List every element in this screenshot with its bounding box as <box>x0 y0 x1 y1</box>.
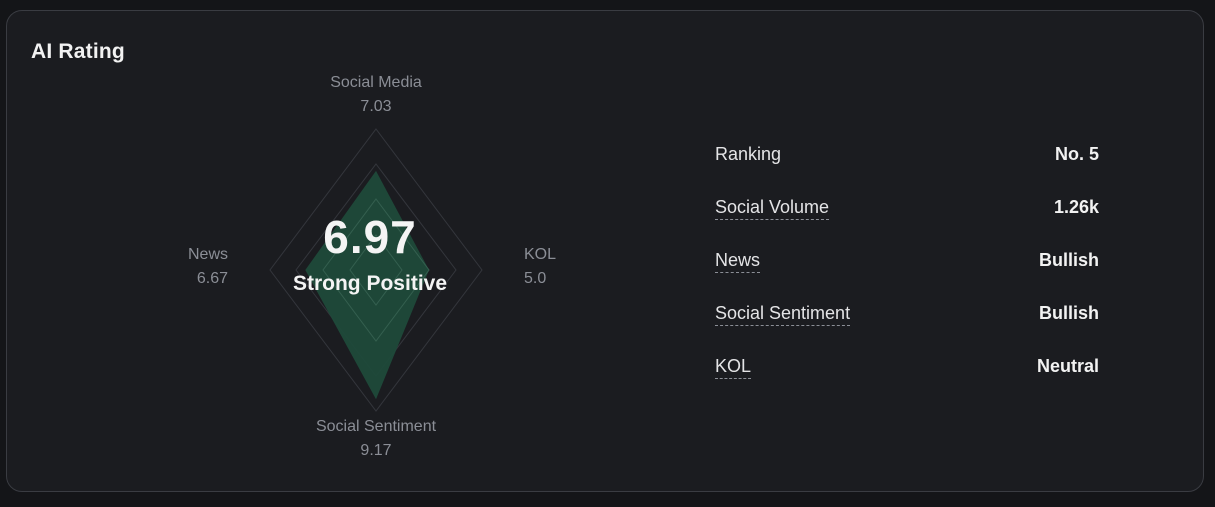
axis-label-social-sentiment: Social Sentiment <box>315 418 437 435</box>
axis-label-kol: KOL <box>524 246 557 263</box>
ai-rating-card: AI Rating <box>6 10 1204 492</box>
radar-inner-grid-overlay <box>322 198 430 342</box>
metric-value-social-sentiment: Bullish <box>1038 303 1099 323</box>
axis-kol: KOL 5.0 <box>524 243 604 291</box>
axis-value-news: 6.67 <box>196 270 228 287</box>
metric-value-news: Bullish <box>1038 250 1099 270</box>
axis-news: News 6.67 <box>148 243 228 291</box>
axis-value-social-sentiment: 9.17 <box>360 442 392 459</box>
metric-label-social-sentiment[interactable]: Social Sentiment <box>715 301 851 326</box>
axis-label-news: News <box>187 246 228 263</box>
axis-social-sentiment: Social Sentiment 9.17 <box>296 415 456 463</box>
metrics-list: Ranking No. 5 Social Volume 1.26k News B… <box>715 140 1099 405</box>
axis-social-media: Social Media 7.03 <box>306 71 446 119</box>
axis-value-social-media: 7.03 <box>360 98 392 115</box>
metric-value-kol: Neutral <box>1036 356 1099 376</box>
metric-row-kol: KOL Neutral <box>715 352 1099 405</box>
metric-row-news: News Bullish <box>715 246 1099 299</box>
metric-value-ranking: No. 5 <box>1054 144 1099 164</box>
metric-row-ranking: Ranking No. 5 <box>715 140 1099 193</box>
metric-label-kol[interactable]: KOL <box>715 354 752 379</box>
metric-row-social-sentiment: Social Sentiment Bullish <box>715 299 1099 352</box>
axis-label-social-media: Social Media <box>330 74 422 91</box>
radar-grid-outer <box>269 128 483 412</box>
metric-label-social-volume[interactable]: Social Volume <box>715 195 830 220</box>
card-title: AI Rating <box>31 40 125 63</box>
metric-label-ranking: Ranking <box>715 144 782 164</box>
metric-label-news[interactable]: News <box>715 248 761 273</box>
metric-value-social-volume: 1.26k <box>1053 197 1099 217</box>
axis-value-kol: 5.0 <box>524 270 547 287</box>
radar-chart <box>269 128 483 412</box>
overall-score: 6.97 <box>323 211 417 263</box>
metric-row-social-volume: Social Volume 1.26k <box>715 193 1099 246</box>
overall-score-label: Strong Positive <box>292 272 448 295</box>
